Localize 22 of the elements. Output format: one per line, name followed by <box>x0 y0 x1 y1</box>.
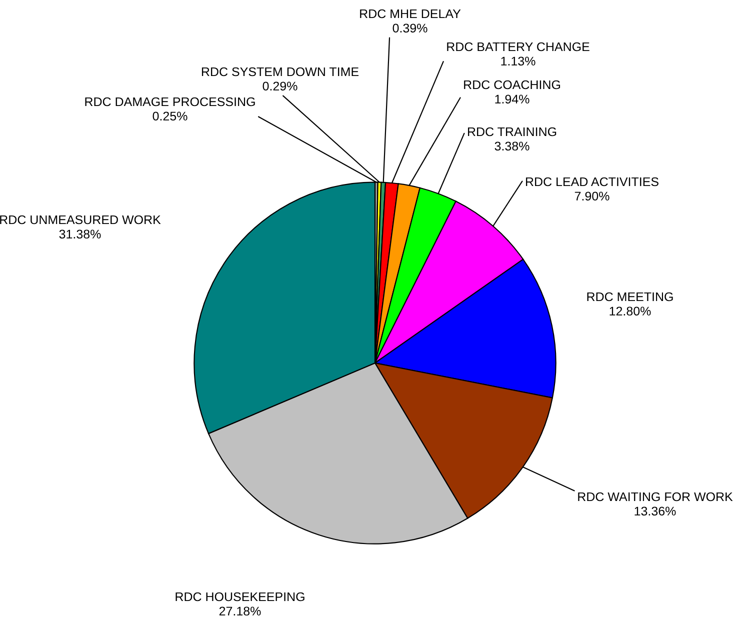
data-label: 3.38% <box>494 142 530 151</box>
data-label: 27.18% <box>219 606 261 616</box>
slice-label: RDC MEETING <box>587 292 673 302</box>
data-label: 13.36% <box>634 506 676 516</box>
slice-label: RDC BATTERY CHANGE <box>447 42 590 52</box>
slice-label: RDC UNMEASURED WORK <box>0 215 161 224</box>
data-label: 1.94% <box>495 94 530 104</box>
data-label: 0.25% <box>152 112 188 121</box>
data-label: 0.39% <box>392 24 428 33</box>
slice-label: RDC TRAINING <box>468 127 556 136</box>
slice-label: RDC MHE DELAY <box>360 9 461 18</box>
slice-label: RDC SYSTEM DOWN TIME <box>202 67 359 76</box>
data-label: 1.13% <box>501 56 536 66</box>
data-label: 31.38% <box>59 230 101 239</box>
data-label: 0.29% <box>262 82 298 91</box>
slice-label: RDC DAMAGE PROCESSING <box>85 97 255 106</box>
slice-label: RDC HOUSEKEEPING <box>176 592 304 602</box>
data-label: 12.80% <box>610 306 651 316</box>
slice-label: RDC WAITING FOR WORK <box>578 492 733 502</box>
slice-label: RDC LEAD ACTIVITIES <box>526 177 658 186</box>
slice-label: RDC COACHING <box>464 80 560 90</box>
data-label: 7.90% <box>574 192 610 201</box>
